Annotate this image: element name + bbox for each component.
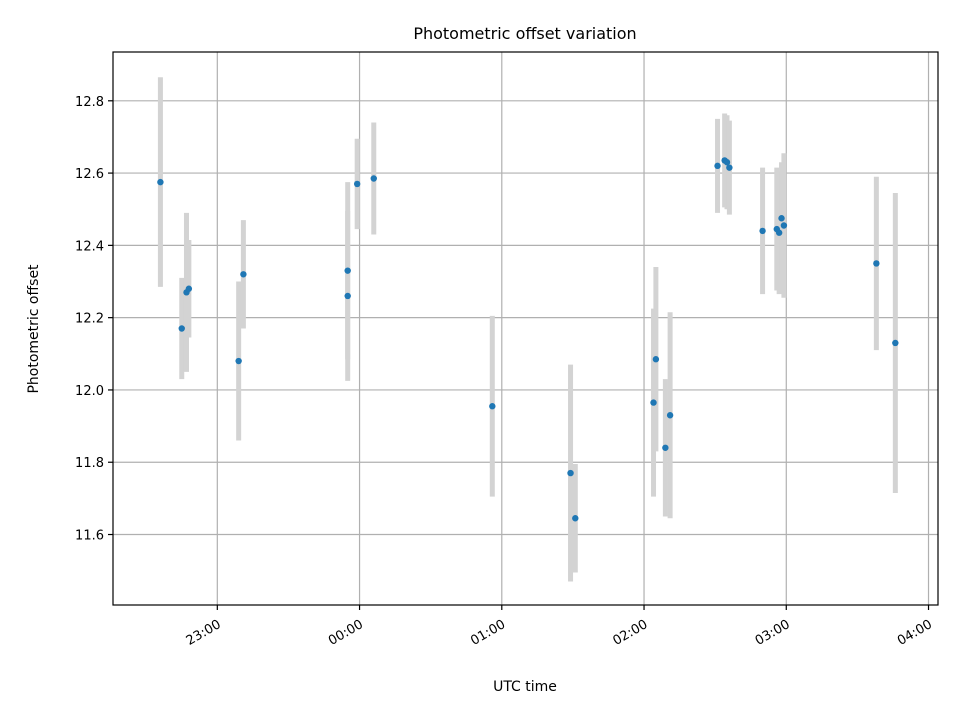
data-point (185, 285, 193, 292)
data-point (714, 162, 721, 170)
data-point (353, 180, 361, 188)
data-points (157, 157, 899, 522)
data-point (873, 260, 880, 267)
data-point (780, 222, 788, 229)
x-axis-label: UTC time (493, 679, 557, 695)
data-point (775, 229, 783, 236)
y-tick-label: 11.6 (75, 529, 104, 544)
y-tick-label: 12.6 (75, 167, 104, 182)
data-point (489, 403, 496, 410)
data-point (778, 215, 785, 222)
data-point (892, 339, 899, 347)
data-point (235, 357, 242, 365)
data-point (370, 175, 377, 182)
y-axis-label: Photometric offset (26, 264, 42, 394)
y-tick-label: 12.0 (75, 384, 104, 399)
y-axis: 11.6 11.8 12.0 12.2 12.4 12.6 12.8 (75, 95, 113, 544)
grid (113, 52, 938, 605)
data-point (344, 267, 351, 274)
data-point (652, 356, 660, 363)
data-point (723, 159, 731, 166)
plot-area (113, 52, 938, 605)
data-point (344, 292, 351, 300)
data-point (157, 178, 164, 186)
data-point (662, 444, 669, 451)
y-tick-label: 12.4 (75, 239, 104, 254)
data-point (666, 412, 674, 419)
data-point (726, 164, 733, 171)
y-tick-label: 11.8 (75, 456, 104, 471)
data-point (567, 469, 574, 477)
data-point (759, 227, 766, 235)
chart-title: Photometric offset variation (413, 24, 636, 43)
y-tick-label: 12.8 (75, 95, 104, 110)
data-point (240, 271, 247, 278)
data-point (650, 399, 657, 406)
data-point (178, 325, 185, 332)
y-tick-label: 12.2 (75, 312, 104, 327)
data-point (572, 515, 579, 522)
plot-frame (112, 51, 939, 606)
